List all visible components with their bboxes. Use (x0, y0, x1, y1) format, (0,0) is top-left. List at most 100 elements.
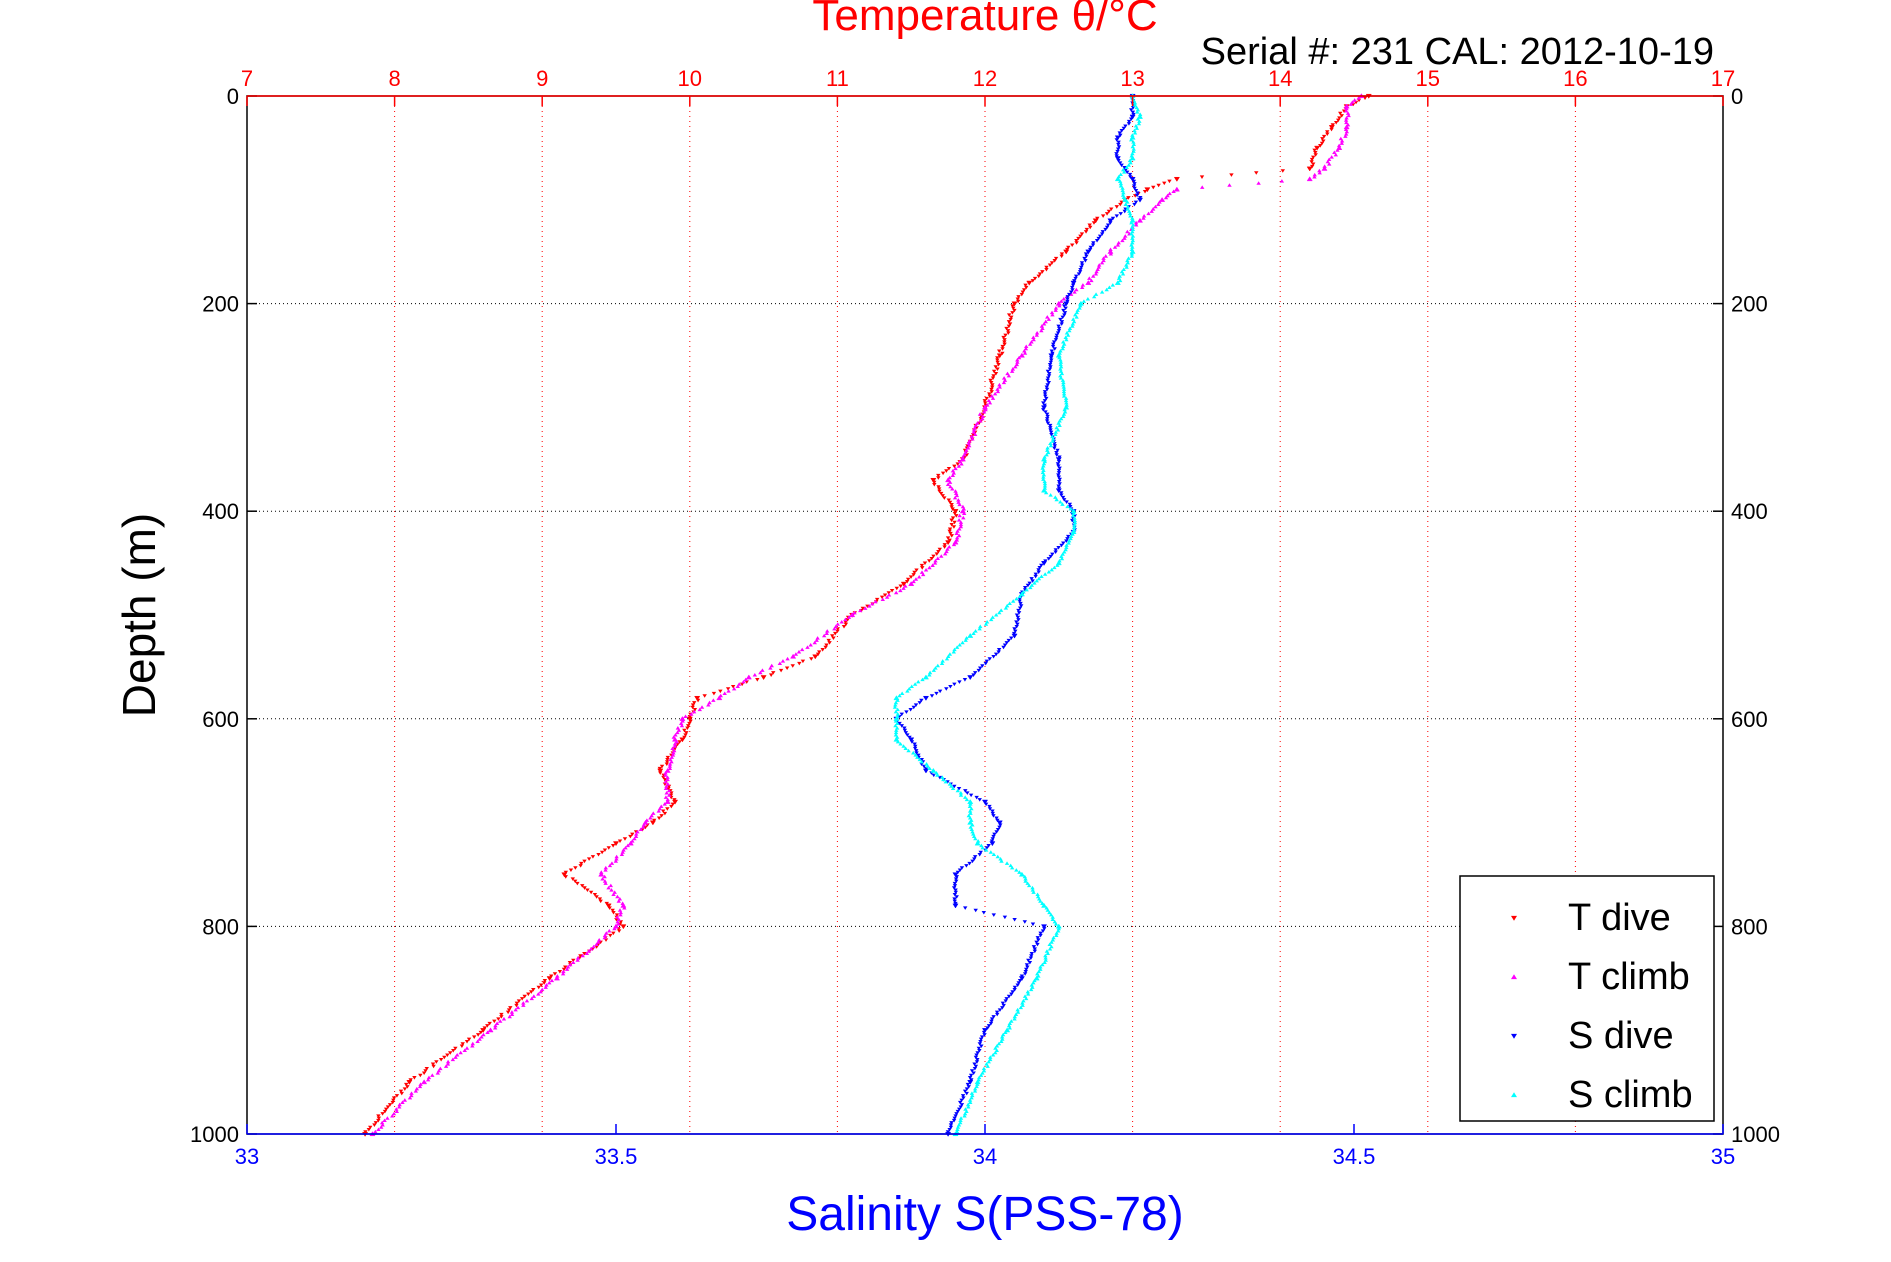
data-point (1058, 362, 1063, 367)
data-point (615, 894, 620, 899)
data-point (542, 979, 548, 983)
data-point (1089, 278, 1094, 283)
data-point (951, 649, 956, 654)
data-point (448, 1051, 453, 1055)
data-point (1280, 169, 1285, 173)
data-point (940, 494, 945, 498)
data-point (977, 798, 982, 802)
data-point (961, 1096, 966, 1100)
data-point (563, 875, 568, 879)
data-point (1046, 570, 1052, 574)
data-point (1135, 117, 1141, 121)
data-point (521, 1001, 526, 1005)
data-point (408, 1078, 413, 1082)
data-point (1009, 636, 1014, 641)
data-point (995, 818, 1000, 823)
data-point (1058, 499, 1063, 504)
data-point (843, 622, 849, 627)
data-point (382, 1109, 388, 1114)
data-point (1115, 149, 1120, 154)
data-point (590, 855, 596, 859)
data-point (1012, 627, 1017, 631)
data-point (1002, 643, 1008, 647)
data-point (812, 654, 819, 660)
data-point (1132, 202, 1137, 207)
data-point (1039, 324, 1045, 328)
data-point (956, 518, 962, 522)
data-point (1015, 983, 1020, 988)
data-point (977, 412, 983, 416)
data-point (1060, 344, 1066, 349)
data-point (582, 951, 587, 956)
data-point (1117, 274, 1122, 278)
data-point (1122, 209, 1127, 214)
data-point (1059, 493, 1064, 498)
data-point (606, 885, 611, 890)
data-point (1133, 200, 1139, 205)
data-point (824, 631, 829, 635)
data-point (1055, 448, 1060, 453)
data-point (1056, 324, 1061, 329)
legend-marker (1511, 974, 1517, 980)
data-point (1130, 110, 1136, 115)
data-point (995, 358, 1000, 362)
data-point (953, 877, 959, 881)
data-point (971, 832, 976, 836)
data-point (666, 788, 672, 793)
data-point (952, 511, 958, 516)
data-point (460, 1042, 465, 1046)
data-point (1072, 290, 1077, 294)
data-point (976, 1077, 981, 1082)
data-point (983, 661, 988, 666)
data-point (1001, 380, 1007, 385)
data-point (1004, 997, 1009, 1001)
data-point (1048, 912, 1054, 917)
data-point (1110, 216, 1116, 221)
data-point (1061, 394, 1067, 398)
data-point (670, 746, 675, 750)
data-point (973, 1055, 979, 1060)
data-point (947, 529, 952, 534)
data-point (1063, 306, 1068, 311)
data-point (1062, 313, 1067, 317)
data-point (508, 1006, 513, 1010)
data-point (1132, 100, 1138, 105)
data-point (962, 1089, 968, 1094)
data-point (1133, 220, 1139, 225)
data-point (557, 969, 563, 974)
data-point (672, 744, 677, 748)
data-point (424, 1067, 429, 1071)
data-point (982, 399, 987, 403)
data-point (1118, 183, 1124, 188)
data-point (960, 1094, 966, 1098)
data-point (897, 693, 902, 698)
data-point (1047, 942, 1052, 946)
data-point (679, 737, 686, 743)
data-point (1018, 352, 1025, 358)
data-point (656, 816, 662, 820)
data-point (1041, 468, 1046, 472)
data-point (1050, 917, 1055, 922)
data-point (1074, 315, 1079, 319)
data-point (373, 1129, 378, 1134)
data-point (1048, 360, 1054, 365)
data-point (584, 951, 590, 956)
data-point (1017, 594, 1022, 599)
data-point (1000, 1006, 1005, 1010)
data-point (1045, 376, 1051, 381)
data-point (967, 819, 974, 825)
data-point (1012, 308, 1017, 313)
data-point (973, 1064, 979, 1069)
data-point (1039, 563, 1044, 568)
data-point (1312, 172, 1317, 177)
data-point (1057, 482, 1062, 486)
data-point (1083, 252, 1089, 256)
data-point (1000, 344, 1005, 349)
data-point (1034, 333, 1039, 337)
data-point (1028, 956, 1034, 960)
data-point (665, 807, 670, 811)
data-point (394, 1094, 400, 1098)
data-point (1121, 195, 1127, 200)
data-point (941, 777, 946, 782)
data-point (1059, 322, 1064, 326)
